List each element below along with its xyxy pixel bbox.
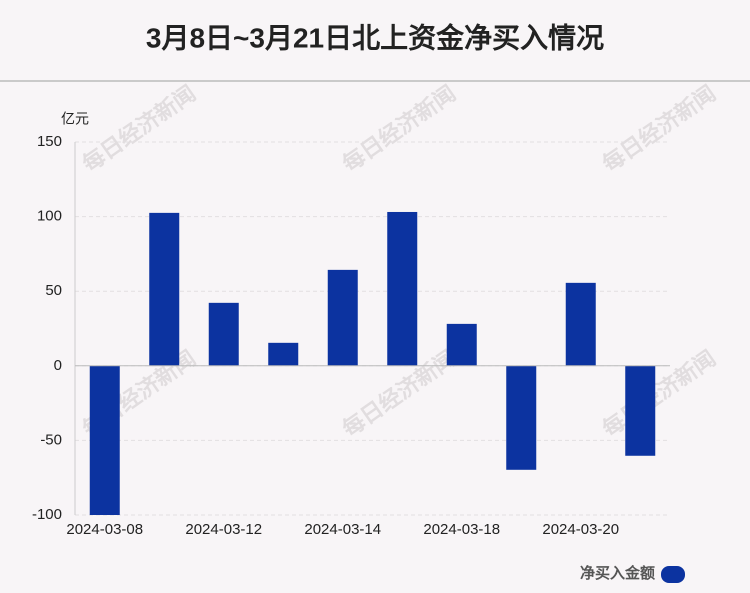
bar: [208, 302, 239, 366]
x-tick-label: 2024-03-12: [185, 521, 262, 538]
x-tick-label: 2024-03-18: [423, 521, 500, 538]
y-tick-label: -100: [32, 506, 62, 523]
bar: [625, 365, 656, 456]
bar: [89, 365, 120, 515]
x-tick-label: 2024-03-20: [542, 521, 619, 538]
bar: [387, 211, 418, 366]
y-tick-label: 100: [37, 208, 62, 225]
bar: [565, 282, 596, 366]
y-tick-label: 50: [45, 282, 62, 299]
y-axis-unit: 亿元: [61, 111, 89, 127]
bar: [506, 365, 537, 470]
y-tick-label: 150: [37, 133, 62, 150]
x-tick-label: 2024-03-14: [304, 521, 381, 538]
y-tick-label: 0: [54, 357, 62, 374]
bar: [268, 342, 299, 366]
bar: [327, 269, 358, 366]
x-tick-label: 2024-03-08: [66, 521, 143, 538]
bar: [149, 212, 180, 366]
chart-title: 3月8日~3月21日北上资金净买入情况: [146, 21, 604, 53]
legend-swatch: [661, 566, 685, 583]
legend-label: 净买入金额: [580, 564, 655, 582]
y-tick-label: -50: [40, 431, 62, 448]
bar: [446, 323, 477, 366]
